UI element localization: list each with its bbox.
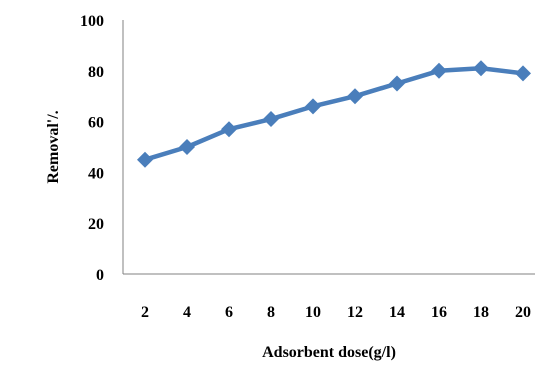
series-line [142, 66, 526, 162]
x-tick-label: 18 [473, 304, 489, 321]
data-point-marker [473, 60, 489, 77]
x-tick-label: 6 [225, 304, 233, 321]
x-tick-label: 12 [347, 304, 363, 321]
y-tick-label: 0 [96, 267, 104, 284]
x-tick-label: 14 [389, 304, 405, 321]
y-tick-label: 100 [80, 13, 104, 30]
x-tick-label: 10 [305, 304, 321, 321]
x-tick-label: 4 [183, 304, 191, 321]
x-tick-label: 16 [431, 304, 447, 321]
data-point-marker [137, 151, 153, 168]
data-point-marker [389, 75, 405, 92]
y-tick-label: 60 [88, 115, 104, 132]
x-tick-label: 2 [141, 304, 149, 321]
data-markers [137, 60, 531, 168]
data-point-marker [305, 98, 321, 115]
x-tick-labels: 2 4 6 8 10 12 14 16 18 20 [141, 304, 531, 321]
data-point-marker [515, 65, 531, 82]
x-tick-label: 20 [515, 304, 531, 321]
y-tick-label: 40 [88, 165, 104, 182]
data-point-marker [263, 111, 279, 128]
x-tick-label: 8 [267, 304, 275, 321]
data-point-marker [221, 121, 237, 138]
x-axis-title: Adsorbent dose(g/l) [262, 344, 396, 361]
y-tick-label: 80 [88, 64, 104, 81]
data-point-marker [431, 62, 447, 79]
y-tick-labels: 0 20 40 60 80 100 [80, 13, 104, 284]
y-tick-label: 20 [88, 216, 104, 233]
y-axis-title: Removal'/. [45, 110, 62, 183]
data-point-marker [179, 139, 195, 155]
data-point-marker [347, 88, 363, 105]
